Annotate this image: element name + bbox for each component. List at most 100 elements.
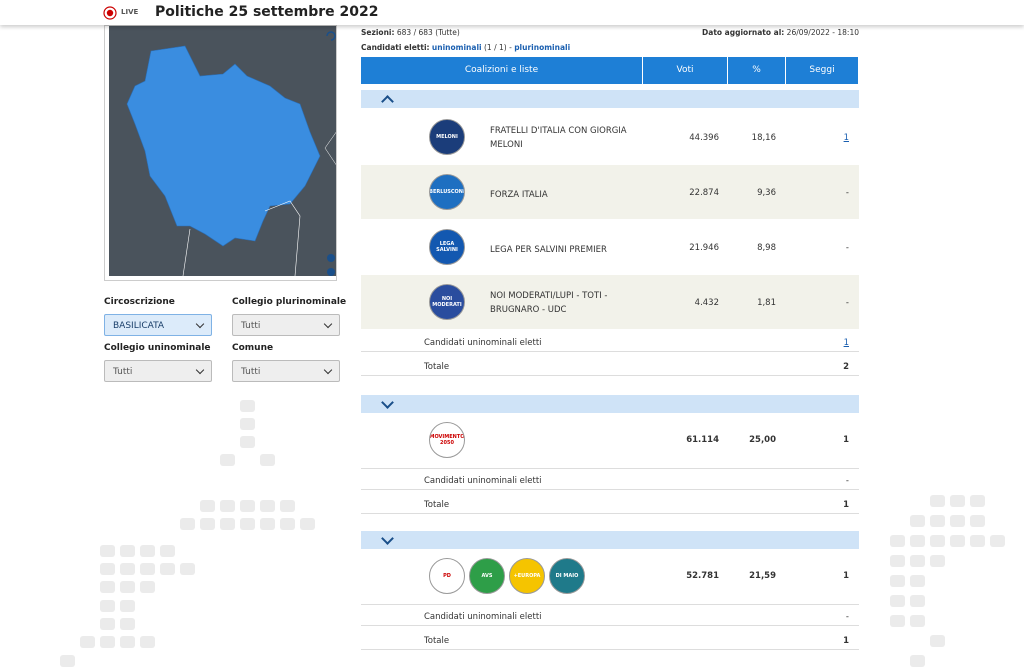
row-line — [361, 351, 859, 352]
seats[interactable]: 1 — [843, 133, 849, 143]
party-logo: MOVIMENTO 2050 — [429, 422, 465, 458]
decoration-square — [890, 615, 905, 627]
filter-select[interactable]: Tutti — [232, 314, 340, 336]
decoration-square — [910, 655, 925, 667]
decoration-square — [140, 581, 155, 593]
party-logo: +EUROPA — [509, 558, 545, 594]
decoration-square — [910, 535, 925, 547]
party-logo: AVS — [469, 558, 505, 594]
decoration-square — [260, 518, 275, 530]
decoration-square — [220, 500, 235, 512]
filter-label: Comune — [232, 343, 274, 353]
top-bar: LIVE Politiche 25 settembre 2022 — [0, 0, 1024, 25]
uninominali-label: Candidati uninominali eletti — [424, 476, 542, 486]
separator: - — [509, 43, 512, 52]
row-line — [361, 604, 859, 605]
filter-select[interactable]: BASILICATA — [104, 314, 212, 336]
decoration-square — [910, 555, 925, 567]
filter-select[interactable]: Tutti — [104, 360, 212, 382]
decoration-square — [950, 495, 965, 507]
filter-label: Circoscrizione — [104, 297, 175, 307]
total-value: 1 — [843, 636, 849, 646]
coalition-bar — [361, 395, 859, 413]
decoration-square — [970, 535, 985, 547]
decoration-square — [200, 518, 215, 530]
sezioni-value: 683 / 683 (Tutte) — [396, 28, 460, 37]
votes: 21.946 — [689, 243, 719, 253]
decoration-square — [260, 454, 275, 466]
uninominali-value: - — [845, 612, 849, 622]
decoration-square — [970, 515, 985, 527]
decoration-square — [100, 600, 115, 612]
decoration-square — [140, 563, 155, 575]
decoration-square — [220, 518, 235, 530]
decoration-square — [140, 636, 155, 648]
decoration-square — [100, 545, 115, 557]
total-value: 2 — [843, 362, 849, 372]
list-name: FRATELLI D'ITALIA CON GIORGIA MELONI — [490, 126, 627, 150]
plurinominali-link[interactable]: plurinominali — [514, 43, 571, 52]
decoration-square — [100, 581, 115, 593]
list-name: LEGA PER SALVINI PREMIER — [490, 245, 607, 255]
seats: 1 — [843, 571, 849, 581]
decoration-square — [950, 535, 965, 547]
decoration-square — [240, 518, 255, 530]
decoration-square — [910, 615, 925, 627]
decoration-square — [120, 618, 135, 630]
decoration-square — [930, 555, 945, 567]
party-logo: LEGA SALVINI — [429, 229, 465, 265]
column-header: % — [728, 57, 786, 84]
total-label: Totale — [424, 636, 450, 646]
decoration-square — [890, 535, 905, 547]
decoration-square — [100, 563, 115, 575]
decoration-square — [990, 535, 1005, 547]
decoration-square — [910, 515, 925, 527]
filter-select[interactable]: Tutti — [232, 360, 340, 382]
column-header: Voti — [643, 57, 728, 84]
percentage: 25,00 — [749, 435, 776, 445]
decoration-square — [220, 454, 235, 466]
aggiornato: Dato aggiornato al: 26/09/2022 - 18:10 — [702, 28, 859, 37]
row-line — [361, 375, 859, 376]
decoration-square — [60, 655, 75, 667]
filter-label: Collegio uninominale — [104, 343, 211, 353]
sezioni-label: Sezioni: — [361, 28, 395, 37]
column-header: Coalizioni e liste — [361, 57, 643, 84]
party-logo: DI MAIO — [549, 558, 585, 594]
aggiornato-label: Dato aggiornato al: — [702, 28, 785, 37]
coalition-bar — [361, 531, 859, 549]
decoration-square — [120, 563, 135, 575]
uninominali-link[interactable]: uninominali — [431, 43, 482, 52]
percentage: 8,98 — [757, 243, 776, 253]
decoration-square — [890, 555, 905, 567]
total-label: Totale — [424, 500, 450, 510]
decoration-square — [280, 518, 295, 530]
uninominali-value: - — [845, 476, 849, 486]
decoration-square — [120, 545, 135, 557]
row-line — [361, 468, 859, 469]
sezioni: Sezioni: 683 / 683 (Tutte) — [361, 28, 460, 37]
total-label: Totale — [424, 362, 450, 372]
percentage: 18,16 — [751, 133, 776, 143]
decoration-square — [140, 545, 155, 557]
party-logo: PD — [429, 558, 465, 594]
decoration-square — [260, 500, 275, 512]
decoration-square — [180, 563, 195, 575]
row-line — [361, 625, 859, 626]
decoration-square — [890, 595, 905, 607]
decoration-square — [160, 545, 175, 557]
votes: 22.874 — [689, 188, 719, 198]
votes: 61.114 — [686, 435, 719, 445]
column-header: Seggi — [786, 57, 859, 84]
decoration-square — [910, 595, 925, 607]
decoration-square — [200, 500, 215, 512]
filter-label: Collegio plurinominale — [232, 297, 347, 307]
aggiornato-value: 26/09/2022 - 18:10 — [786, 28, 859, 37]
uninominali-label: Candidati uninominali eletti — [424, 338, 542, 348]
decoration-square — [120, 636, 135, 648]
uninominali-value[interactable]: 1 — [843, 338, 849, 348]
decoration-square — [280, 500, 295, 512]
decoration-square — [930, 535, 945, 547]
decoration-square — [240, 418, 255, 430]
